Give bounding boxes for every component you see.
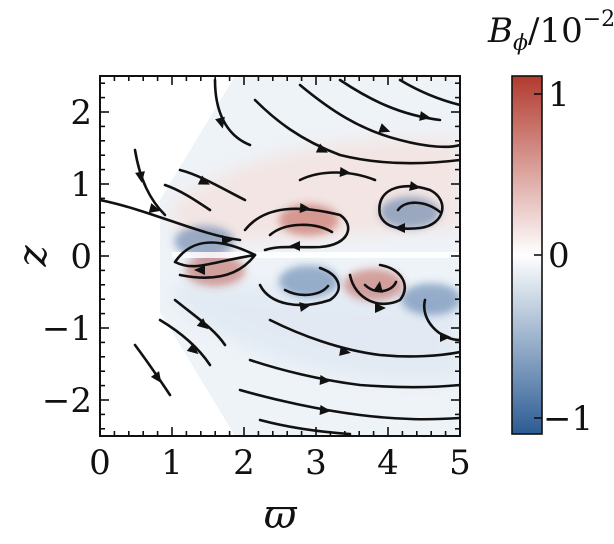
streamlines (100, 78, 460, 436)
x-tick-label: 2 (233, 443, 255, 483)
streamline-arrows (135, 111, 451, 415)
colorbar-gradient (511, 75, 543, 435)
colorbar-tick-label: 0 (548, 236, 570, 276)
x-axis-title: ϖ (264, 492, 298, 538)
y-axis-title: z (10, 245, 56, 268)
x-tick-label: 4 (377, 443, 399, 483)
plot-area (100, 76, 460, 436)
y-axis: 2 1 0 −1 −2 (42, 82, 460, 430)
y-tick-label: 1 (70, 165, 92, 205)
field-blob-negative (401, 283, 460, 316)
colorbar-tick-label: −1 (543, 399, 593, 439)
colorbar: 1 0 −1 Bϕ/10−2 (487, 7, 614, 439)
y-tick-label: −2 (42, 381, 92, 421)
x-tick-label: 5 (449, 443, 471, 483)
colorbar-title: Bϕ/10−2 (487, 7, 614, 56)
y-tick-label: 2 (70, 93, 92, 133)
x-axis: 0 1 2 3 4 5 (89, 76, 471, 483)
x-tick-label: 1 (161, 443, 183, 483)
x-tick-label: 0 (89, 443, 111, 483)
x-tick-label: 3 (305, 443, 327, 483)
field-gap (172, 252, 460, 258)
colorbar-tick-label: 1 (548, 75, 570, 115)
y-tick-label: −1 (42, 309, 92, 349)
y-tick-label: 0 (70, 237, 92, 277)
